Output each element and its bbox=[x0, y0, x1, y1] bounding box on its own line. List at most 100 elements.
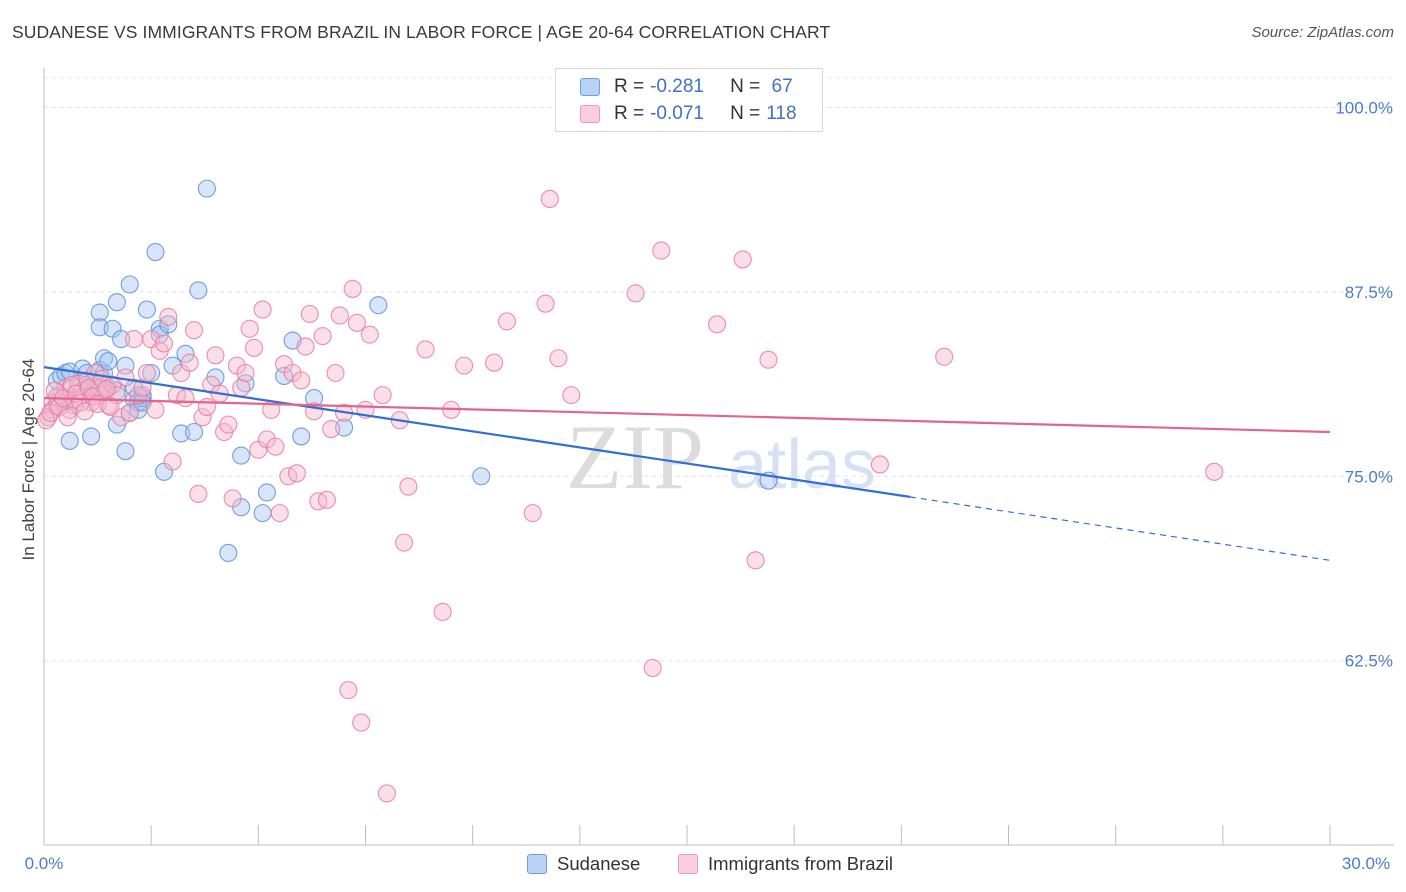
data-point bbox=[60, 431, 79, 450]
sudanese-trend-line bbox=[43, 366, 911, 498]
data-point bbox=[112, 330, 131, 349]
data-point bbox=[536, 294, 555, 313]
data-point bbox=[292, 427, 311, 446]
data-point bbox=[343, 279, 362, 298]
legend-n-label: N = bbox=[730, 76, 761, 97]
brazil-trend-line bbox=[43, 396, 1331, 434]
data-point bbox=[176, 389, 195, 408]
data-point bbox=[101, 397, 120, 416]
trend-lines bbox=[43, 366, 1331, 561]
data-point bbox=[497, 312, 517, 331]
legend-r-value: -0.281 bbox=[650, 76, 704, 97]
data-point bbox=[146, 243, 165, 262]
data-point bbox=[60, 400, 79, 419]
data-point bbox=[523, 504, 542, 523]
data-point bbox=[257, 483, 276, 502]
data-point bbox=[236, 363, 255, 383]
legend-n-label: N = bbox=[730, 103, 761, 124]
data-point bbox=[193, 408, 212, 427]
data-point bbox=[1205, 462, 1224, 481]
legend-r-label: R = bbox=[614, 76, 645, 97]
watermark: ZIP atlas bbox=[566, 406, 876, 508]
data-point bbox=[219, 543, 238, 563]
data-point bbox=[317, 490, 336, 509]
data-point bbox=[626, 284, 645, 303]
data-point bbox=[373, 386, 392, 405]
bottom-legend-sudanese-label: Sudanese bbox=[557, 853, 641, 874]
data-point bbox=[330, 306, 349, 325]
data-point bbox=[189, 281, 208, 300]
data-point bbox=[562, 386, 581, 405]
data-point bbox=[300, 304, 319, 324]
data-point bbox=[455, 356, 474, 375]
data-point bbox=[159, 315, 178, 334]
data-point bbox=[206, 346, 225, 365]
data-point bbox=[326, 363, 345, 383]
data-point bbox=[99, 352, 118, 371]
bottom-legend-brazil-label: Immigrants from Brazil bbox=[708, 853, 894, 874]
data-point bbox=[240, 319, 259, 338]
data-point bbox=[82, 427, 101, 446]
data-point bbox=[369, 296, 388, 315]
legend-row-sudanese: R = -0.281 N = 67 bbox=[580, 74, 793, 100]
legend-n-value: 67 bbox=[766, 76, 793, 97]
data-point bbox=[124, 330, 144, 349]
data-point bbox=[184, 321, 204, 340]
data-point bbox=[707, 315, 727, 334]
data-point bbox=[870, 455, 889, 474]
data-point bbox=[133, 386, 152, 405]
sudanese-legend-icon bbox=[527, 854, 547, 874]
data-point bbox=[137, 363, 156, 383]
data-point bbox=[184, 422, 204, 442]
legend-r-label: R = bbox=[614, 103, 645, 124]
chart-title: SUDANESE VS IMMIGRANTS FROM BRAZIL IN LA… bbox=[12, 22, 831, 42]
data-point bbox=[120, 275, 139, 294]
data-point bbox=[159, 307, 178, 327]
data-point bbox=[154, 334, 174, 353]
legend-n-value: 118 bbox=[766, 103, 797, 124]
brazil-legend-icon bbox=[678, 854, 698, 874]
data-point bbox=[219, 415, 238, 434]
x-tick-label: 0.0% bbox=[25, 854, 64, 873]
x-tick-label: 30.0% bbox=[1342, 854, 1390, 873]
data-point bbox=[313, 327, 332, 346]
data-point bbox=[176, 344, 195, 363]
data-point bbox=[146, 400, 165, 419]
data-point bbox=[197, 179, 216, 198]
data-point bbox=[540, 189, 559, 208]
data-point bbox=[759, 350, 778, 369]
data-point bbox=[433, 602, 452, 622]
data-point bbox=[360, 325, 379, 344]
data-point bbox=[485, 353, 504, 372]
data-point bbox=[746, 551, 765, 570]
data-point bbox=[244, 338, 264, 357]
data-point bbox=[90, 303, 109, 322]
axes bbox=[43, 68, 1394, 846]
data-point bbox=[97, 380, 116, 399]
data-point bbox=[58, 408, 77, 427]
watermark-zip: ZIP bbox=[566, 406, 704, 508]
sudanese-swatch-icon bbox=[580, 78, 600, 96]
data-point bbox=[232, 446, 251, 465]
data-point bbox=[107, 293, 126, 312]
data-point bbox=[62, 375, 81, 394]
data-point bbox=[395, 533, 414, 552]
data-point bbox=[163, 452, 182, 471]
y-tick-label: 62.5% bbox=[1345, 652, 1393, 671]
data-point bbox=[180, 353, 199, 372]
data-point bbox=[347, 313, 366, 332]
data-point bbox=[197, 397, 216, 416]
data-point bbox=[287, 464, 306, 483]
data-point bbox=[935, 347, 954, 366]
brazil-swatch-icon bbox=[580, 105, 600, 123]
watermark-atlas: atlas bbox=[728, 425, 876, 503]
data-point bbox=[292, 371, 311, 390]
data-point bbox=[253, 504, 272, 523]
bottom-legend-sudanese: Sudanese bbox=[527, 852, 640, 876]
data-point bbox=[253, 300, 272, 319]
data-point bbox=[339, 681, 358, 700]
bottom-legend-brazil: Immigrants from Brazil bbox=[678, 852, 893, 876]
data-point bbox=[296, 337, 315, 356]
y-tick-label: 75.0% bbox=[1345, 467, 1393, 486]
y-tick-label: 100.0% bbox=[1335, 99, 1393, 118]
